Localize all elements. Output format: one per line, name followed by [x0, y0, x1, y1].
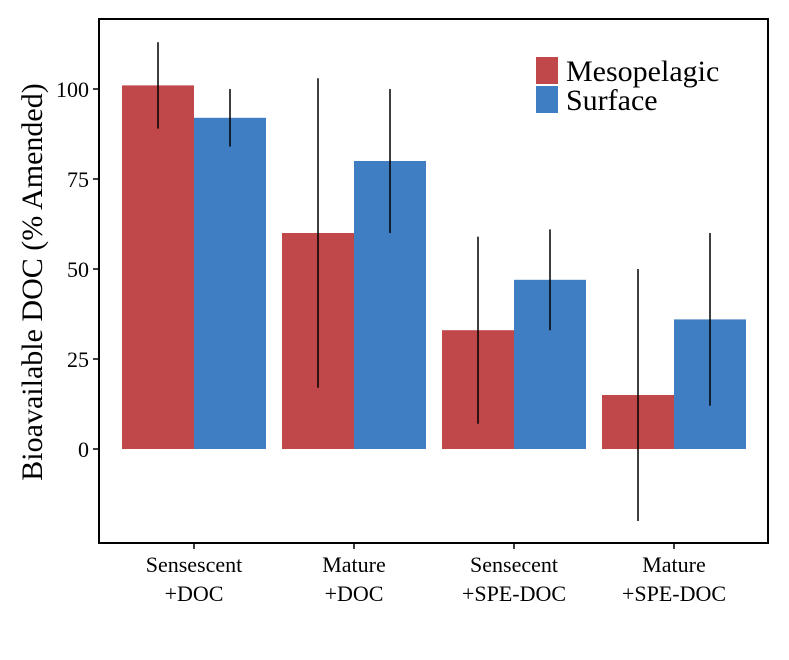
y-tick-label: 75: [67, 167, 89, 192]
x-category-label: Mature: [322, 552, 386, 577]
x-category-label: +SPE-DOC: [462, 581, 566, 606]
y-tick-label: 50: [67, 257, 89, 282]
bar-mesopelagic-0: [122, 85, 194, 450]
bar-surface-0: [194, 117, 266, 450]
x-category-label: Mature: [642, 552, 706, 577]
x-category-label: +DOC: [325, 581, 384, 606]
legend-label-surface: Surface: [566, 84, 658, 117]
y-axis-title: Bioavailable DOC (% Amended): [16, 83, 49, 480]
x-axis: Sensescent +DOC Mature +DOC Sensecent +SPE-DO…: [146, 543, 726, 606]
x-category-label: Sensescent: [146, 552, 243, 577]
x-category-label: +SPE-DOC: [622, 581, 726, 606]
y-tick-label: 25: [67, 347, 89, 372]
plot-frame: [98, 18, 769, 544]
x-category-label: +DOC: [165, 581, 224, 606]
legend-swatch-mesopelagic: [536, 57, 558, 84]
x-category-label: Sensecent: [470, 552, 558, 577]
legend-label-mesopelagic: Mesopelagic: [566, 55, 719, 88]
error-bars-group: [157, 42, 711, 521]
y-tick-label: 100: [56, 77, 89, 102]
legend-swatch-surface: [536, 86, 558, 113]
y-tick-label: 0: [78, 437, 89, 462]
bars-group: [122, 85, 746, 450]
y-axis: 0 25 50 75 100: [56, 77, 99, 462]
